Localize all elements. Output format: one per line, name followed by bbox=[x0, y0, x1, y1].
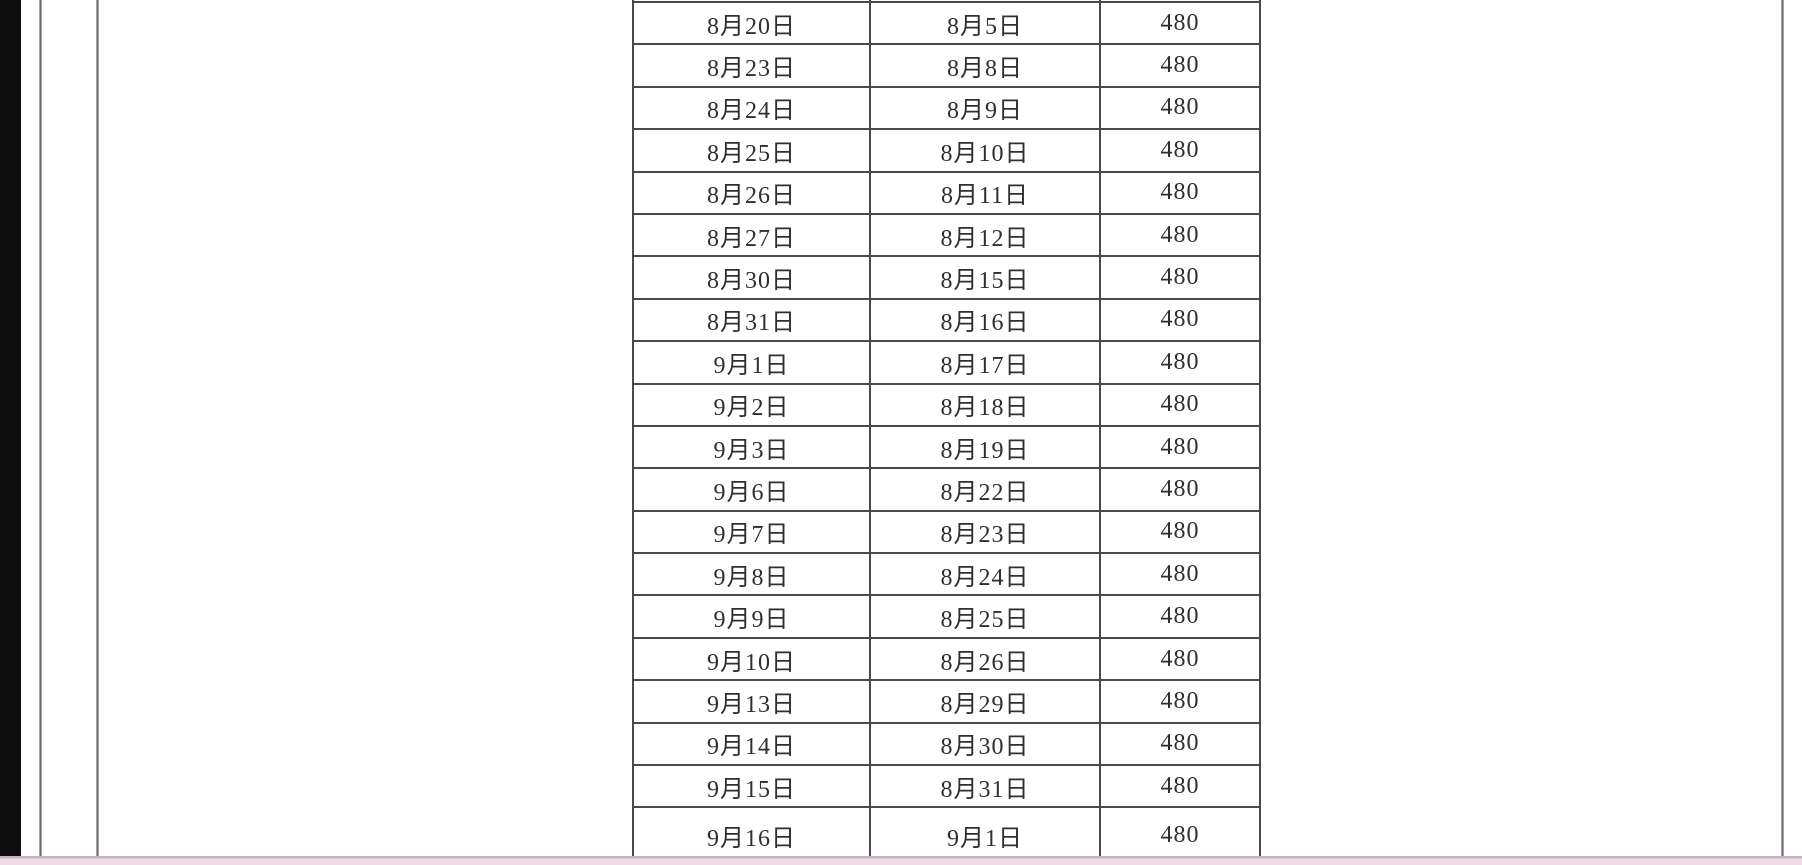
table-row: 8月27日 8月12日 480 bbox=[632, 212, 1261, 258]
table-row: 9月7日 8月23日 480 bbox=[632, 509, 1261, 555]
table-row: 8月31日 8月16日 480 bbox=[632, 297, 1261, 343]
table-cell: 8月11日 bbox=[869, 170, 1101, 215]
table-cell: 8月12日 bbox=[869, 212, 1101, 258]
table-cell: 8月27日 bbox=[632, 212, 871, 258]
table-cell: 8月16日 bbox=[869, 297, 1101, 343]
table-row: 9月16日 9月1日 480 bbox=[632, 806, 1261, 864]
page-edge-line-left-1 bbox=[39, 0, 42, 865]
table-cell: 9月6日 bbox=[632, 467, 871, 512]
table-cell: 8月24日 bbox=[632, 85, 871, 131]
table-cell: 8月17日 bbox=[869, 340, 1101, 385]
table-cell: 480 bbox=[1099, 128, 1261, 173]
left-black-bar bbox=[0, 0, 21, 865]
table-cell: 480 bbox=[1099, 255, 1261, 300]
table-row: 8月25日 8月10日 480 bbox=[632, 128, 1261, 173]
table-border-stub bbox=[1259, 0, 1261, 2]
table-cell: 9月13日 bbox=[632, 679, 871, 724]
table-cell: 8月18日 bbox=[869, 382, 1101, 427]
table-cell: 480 bbox=[1099, 170, 1261, 215]
table-cell: 9月9日 bbox=[632, 594, 871, 639]
table-cell: 9月7日 bbox=[632, 509, 871, 555]
table-cell: 8月30日 bbox=[869, 721, 1101, 767]
table-cell: 480 bbox=[1099, 721, 1261, 767]
table-row: 9月3日 8月19日 480 bbox=[632, 424, 1261, 470]
page-edge-line-left-2 bbox=[96, 0, 99, 865]
table-cell: 8月25日 bbox=[869, 594, 1101, 639]
table-cell: 8月15日 bbox=[869, 255, 1101, 300]
table-cell: 9月15日 bbox=[632, 764, 871, 809]
table-cell: 480 bbox=[1099, 85, 1261, 131]
table-row: 9月8日 8月24日 480 bbox=[632, 552, 1261, 597]
table-cell: 9月3日 bbox=[632, 424, 871, 470]
table-cell: 480 bbox=[1099, 467, 1261, 512]
page-edge-line-right bbox=[1781, 0, 1784, 865]
table-border-stub bbox=[1099, 0, 1101, 2]
table-row: 8月24日 8月9日 480 bbox=[632, 85, 1261, 131]
table-cell: 480 bbox=[1099, 0, 1261, 46]
table-cell: 480 bbox=[1099, 552, 1261, 597]
table-cell: 480 bbox=[1099, 212, 1261, 258]
table-row: 9月9日 8月25日 480 bbox=[632, 594, 1261, 639]
table-cell: 480 bbox=[1099, 340, 1261, 385]
table-row: 8月23日 8月8日 480 bbox=[632, 43, 1261, 88]
table-cell: 9月10日 bbox=[632, 636, 871, 682]
table-cell: 8月20日 bbox=[632, 0, 871, 46]
table-row: 9月1日 8月17日 480 bbox=[632, 340, 1261, 385]
table-cell: 480 bbox=[1099, 679, 1261, 724]
table-cell: 9月8日 bbox=[632, 552, 871, 597]
table-cell: 8月24日 bbox=[869, 552, 1101, 597]
table-cell: 480 bbox=[1099, 509, 1261, 555]
table-row: 8月20日 8月5日 480 bbox=[632, 0, 1261, 46]
table-row: 8月30日 8月15日 480 bbox=[632, 255, 1261, 300]
table-row: 9月2日 8月18日 480 bbox=[632, 382, 1261, 427]
table-cell: 8月29日 bbox=[869, 679, 1101, 724]
table-row: 9月13日 8月29日 480 bbox=[632, 679, 1261, 724]
table-cell: 8月26日 bbox=[869, 636, 1101, 682]
table-cell: 480 bbox=[1099, 636, 1261, 682]
table-cell: 480 bbox=[1099, 806, 1261, 864]
table-border-stub bbox=[869, 0, 871, 2]
table-row: 9月14日 8月30日 480 bbox=[632, 721, 1261, 767]
table-cell: 480 bbox=[1099, 764, 1261, 809]
table-cell: 8月9日 bbox=[869, 85, 1101, 131]
table-cell: 8月31日 bbox=[632, 297, 871, 343]
table-cell: 9月1日 bbox=[869, 806, 1101, 864]
table-cell: 480 bbox=[1099, 382, 1261, 427]
table-cell: 480 bbox=[1099, 43, 1261, 88]
schedule-table: 8月20日 8月5日 480 8月23日 8月8日 480 8月24日 8月9日 480 8月25… bbox=[632, 0, 1261, 864]
table-cell: 8月26日 bbox=[632, 170, 871, 215]
table-row: 8月26日 8月11日 480 bbox=[632, 170, 1261, 215]
table-cell: 9月1日 bbox=[632, 340, 871, 385]
table-cell: 8月31日 bbox=[869, 764, 1101, 809]
table-cell: 8月10日 bbox=[869, 128, 1101, 173]
table-cell: 9月16日 bbox=[632, 806, 871, 864]
schedule-table-body: 8月20日 8月5日 480 8月23日 8月8日 480 8月24日 8月9日 480 8月25… bbox=[632, 0, 1261, 864]
table-row: 9月15日 8月31日 480 bbox=[632, 764, 1261, 809]
table-cell: 8月5日 bbox=[869, 0, 1101, 46]
table-cell: 8月30日 bbox=[632, 255, 871, 300]
table-cell: 480 bbox=[1099, 424, 1261, 470]
table-cell: 8月19日 bbox=[869, 424, 1101, 470]
table-cell: 480 bbox=[1099, 594, 1261, 639]
table-cell: 8月23日 bbox=[632, 43, 871, 88]
bottom-pink-strip bbox=[0, 856, 1802, 865]
table-cell: 8月23日 bbox=[869, 509, 1101, 555]
table-cell: 9月14日 bbox=[632, 721, 871, 767]
table-cell: 8月25日 bbox=[632, 128, 871, 173]
table-cell: 480 bbox=[1099, 297, 1261, 343]
table-cell: 8月8日 bbox=[869, 43, 1101, 88]
table-row: 9月10日 8月26日 480 bbox=[632, 636, 1261, 682]
document-page-table-area: 8月20日 8月5日 480 8月23日 8月8日 480 8月24日 8月9日 480 8月25… bbox=[632, 0, 1261, 864]
table-row: 9月6日 8月22日 480 bbox=[632, 467, 1261, 512]
table-cell: 8月22日 bbox=[869, 467, 1101, 512]
table-border-stub bbox=[632, 0, 634, 2]
table-cell: 9月2日 bbox=[632, 382, 871, 427]
